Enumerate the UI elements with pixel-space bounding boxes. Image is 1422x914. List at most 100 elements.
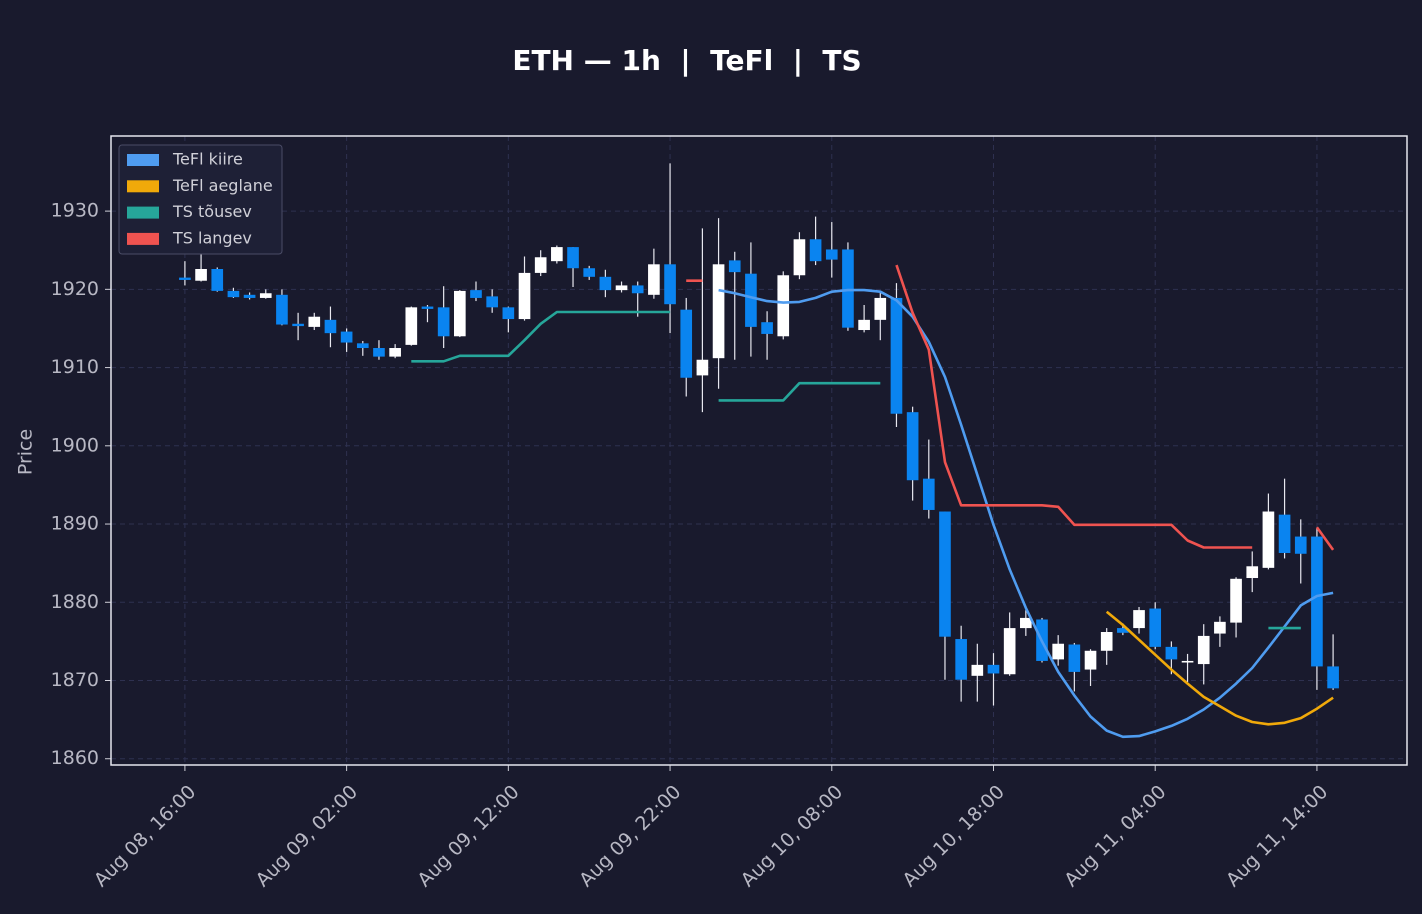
candle-body [842,249,854,328]
candle-body [777,275,790,337]
candle-body [373,348,385,357]
candle-body [648,264,660,295]
candle-body [939,511,951,637]
candle-body [1311,536,1323,667]
candle-body [890,297,903,414]
candle-body [971,664,984,676]
candle-body [1197,635,1210,665]
candle-body [437,307,450,337]
candle-body [906,412,919,481]
candle-body [308,316,321,327]
candle-body [1149,608,1162,647]
y-axis-label: Price [15,429,37,475]
candle-body [1003,628,1016,675]
legend-label: TS tõusev [172,202,252,221]
candle-body [551,247,563,262]
candle-body [1133,610,1145,629]
y-tick-label: 1910 [51,356,99,378]
candle-body [1100,632,1113,651]
candle-body [1294,536,1307,554]
candle-body [227,290,240,298]
candle-body [761,322,773,334]
x-tick-label: Aug 10, 18:00 [898,781,1008,891]
x-tick-label: Aug 11, 04:00 [1060,781,1170,891]
candle-body [292,323,304,327]
candle-body [340,331,353,343]
x-tick-label: Aug 11, 14:00 [1222,781,1332,891]
candle-body [1084,650,1097,670]
legend-box [118,144,283,255]
candle-body [615,285,628,291]
candle-body [405,307,418,345]
y-tick-label: 1890 [51,513,99,535]
candle-body [1214,621,1226,634]
candle-body [470,290,482,298]
candle-body [987,664,1000,674]
candle-body [389,348,401,357]
x-tick-label: Aug 08, 16:00 [90,781,200,891]
candle-body [1278,514,1291,553]
candle-body [874,297,887,320]
candle-body [454,290,466,337]
candle-body [631,285,644,294]
candle-body [1327,666,1339,689]
candle-body [922,478,935,510]
candle-body [1052,643,1064,660]
candle-body [680,309,693,378]
candle-body [211,268,224,291]
candle-body [243,294,256,298]
candle-body [1068,644,1081,672]
x-tick-label: Aug 09, 22:00 [575,781,685,891]
y-tick-label: 1930 [51,200,99,222]
candle-body [179,277,191,280]
candle-body [1117,628,1129,633]
chart-title: ETH — 1h | TeFl | TS [512,44,861,77]
line-series [411,310,1301,630]
legend-label: TeFl kiire [172,150,243,169]
line-series [718,288,1334,739]
candle-body [712,264,725,359]
candle-body [486,296,498,308]
y-tick-label: 1920 [51,278,99,300]
candle-body [276,294,288,325]
legend-swatch [127,180,159,193]
legend-label: TS langev [172,228,252,247]
candle-body [664,264,676,305]
candle-body [728,260,741,273]
candle-body [1165,646,1178,660]
candle-body [1262,511,1275,568]
candle-body [195,268,207,281]
candle-body [1181,660,1194,663]
y-tick-label: 1860 [51,747,99,769]
candle-body [421,306,434,309]
candle-body [518,272,531,320]
candle-body [793,239,806,276]
legend-swatch [127,154,159,166]
candle-body [858,319,870,331]
line-series [686,264,1335,551]
candle-body [356,343,369,349]
y-tick-label: 1900 [51,434,99,456]
y-tick-label: 1870 [51,669,99,691]
y-tick-label: 1880 [51,591,99,613]
candle-body [809,239,822,262]
legend-swatch [127,206,159,219]
candle-body [502,307,515,320]
candle-body [534,257,547,273]
candle-body [259,293,272,298]
candle-body [1020,617,1032,629]
candle-body [1230,578,1242,623]
candle-body [324,319,337,334]
candle-body [583,268,596,277]
candle-body [745,273,757,327]
candle-body [599,276,612,291]
plot-frame [110,135,1408,766]
candle-body [955,639,967,680]
candle-body [825,249,838,260]
legend-swatch [127,232,159,245]
candle-body [1246,566,1259,579]
legend-label: TeFl aeglane [172,176,273,195]
candle-body [567,247,579,269]
